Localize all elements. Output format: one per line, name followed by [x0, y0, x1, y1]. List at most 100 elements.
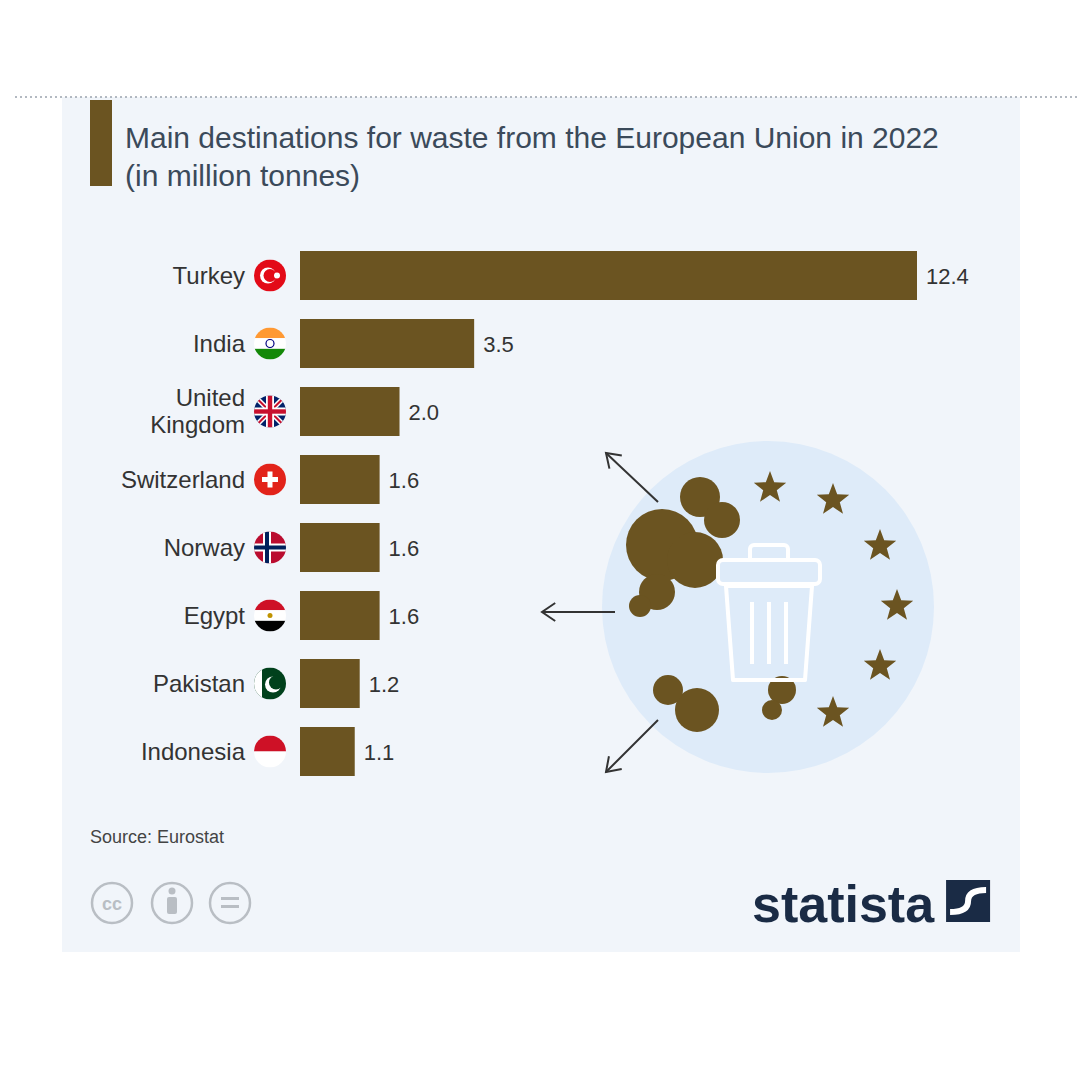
arrow-head: [542, 603, 555, 621]
arrow-line: [606, 453, 658, 502]
waste-blob: [762, 700, 782, 720]
flag-part: [254, 544, 286, 552]
license-equals: [221, 897, 239, 900]
waste-blob: [653, 675, 683, 705]
title-line: Main destinations for waste from the Eur…: [125, 121, 939, 154]
chart-canvas: Main destinations for waste from the Eur…: [0, 0, 1080, 1080]
bar: [300, 455, 380, 504]
title: Main destinations for waste from the Eur…: [125, 121, 939, 192]
star: [817, 696, 849, 727]
flag: [254, 328, 286, 360]
flag-part: [254, 338, 286, 349]
flag: [254, 600, 286, 632]
flag-part: [254, 349, 286, 360]
bar: [300, 251, 917, 300]
category-label: Norway: [164, 534, 245, 561]
category-label-line: United: [176, 384, 245, 411]
illustration: [542, 441, 934, 773]
license-person: [167, 897, 177, 914]
waste-blob: [667, 532, 723, 588]
license-equals: [221, 905, 239, 908]
flag-part: [254, 396, 286, 428]
flag-part: [254, 736, 286, 752]
flag-part: [268, 613, 273, 618]
star: [754, 471, 786, 502]
arrow-head: [606, 756, 622, 772]
flag: [254, 396, 286, 428]
waste-blob: [704, 502, 740, 538]
flag-part: [254, 532, 286, 564]
bar: [300, 319, 474, 368]
flag-part: [254, 621, 286, 632]
data-label: 1.1: [364, 740, 395, 765]
brand-logo: [946, 880, 990, 922]
flag-part: [254, 409, 286, 413]
bar: [300, 727, 355, 776]
flag-part: [262, 477, 278, 482]
license-circle: [210, 883, 250, 923]
page-background: [0, 0, 1080, 1080]
flag-part: [254, 546, 286, 550]
title-accent: [90, 100, 112, 186]
star: [881, 589, 913, 620]
flag-part: [254, 396, 286, 428]
license-circle: [152, 883, 192, 923]
source: Source: Eurostat: [90, 827, 224, 847]
brand-logo-mark: [950, 890, 986, 912]
flag: [254, 260, 286, 292]
flag-part: [254, 610, 286, 621]
data-label: 3.5: [483, 332, 514, 357]
flag-part: [254, 396, 286, 428]
top-rule: [15, 96, 1080, 98]
panel-background: [62, 97, 1020, 952]
arrow-line: [542, 611, 615, 613]
bar: [300, 387, 400, 436]
flag: [254, 736, 286, 768]
arrow-head: [606, 453, 622, 469]
arrow-line: [606, 720, 658, 772]
waste-blob: [629, 595, 651, 617]
category-label: Switzerland: [121, 466, 245, 493]
license-person: [169, 888, 176, 895]
bar: [300, 659, 360, 708]
category-label: UnitedKingdom: [150, 384, 245, 438]
license-text: cc: [102, 894, 122, 914]
flag-part: [254, 668, 286, 700]
title-line: (in million tonnes): [125, 159, 360, 192]
brand: statista: [752, 875, 935, 933]
bar: [300, 523, 380, 572]
trash-lid: [718, 560, 820, 584]
data-label: 1.2: [369, 672, 400, 697]
flag-part: [260, 268, 276, 284]
category-label: Egypt: [184, 602, 246, 629]
flag-part: [254, 464, 286, 496]
flag-part: [254, 752, 286, 768]
flag-part: [254, 668, 262, 700]
flag-part: [266, 340, 274, 348]
flag: [254, 464, 286, 496]
category-label: Indonesia: [141, 738, 246, 765]
data-label: 12.4: [926, 264, 969, 289]
flag-part: [254, 600, 286, 611]
bar: [300, 591, 380, 640]
trash-line: [784, 602, 788, 664]
data-label: 1.6: [389, 468, 420, 493]
illustration-circle: [602, 441, 934, 773]
license-circle: [92, 883, 132, 923]
trash-body: [726, 586, 812, 680]
data-label: 1.6: [389, 604, 420, 629]
data-label: 1.6: [389, 536, 420, 561]
flag: [254, 668, 286, 700]
category-label: Turkey: [173, 262, 245, 289]
trash-line: [767, 602, 771, 664]
flag-part: [254, 328, 286, 339]
flag-part: [254, 396, 286, 428]
flag-part: [274, 273, 280, 279]
flag-part: [254, 396, 286, 428]
star: [817, 483, 849, 514]
category-label: Pakistan: [153, 670, 245, 697]
flag: [254, 532, 286, 564]
data-label: 2.0: [409, 400, 440, 425]
flag-part: [254, 260, 286, 292]
flag-part: [269, 676, 283, 690]
